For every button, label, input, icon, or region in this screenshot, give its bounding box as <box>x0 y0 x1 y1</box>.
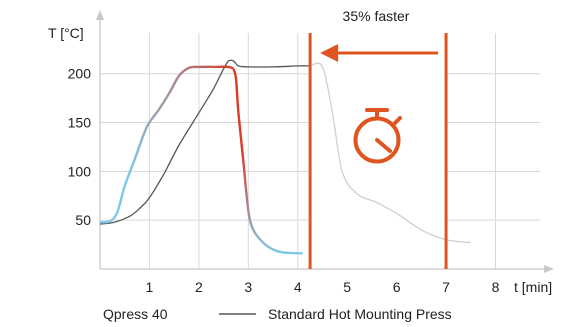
line-qpress-40-cooling <box>232 68 303 255</box>
faster-zone <box>308 33 448 269</box>
x-tick-label-6: 6 <box>393 279 401 295</box>
x-tick-label-1: 1 <box>146 279 154 295</box>
x-axis-arrow <box>544 265 554 273</box>
y-axis-title: T [°C] <box>48 25 84 41</box>
y-axis-arrow <box>96 10 104 20</box>
faster-zone-band <box>310 33 447 269</box>
series-lines <box>99 59 471 255</box>
x-tick-label-8: 8 <box>492 279 500 295</box>
line-qpress-40 <box>99 65 235 224</box>
x-tick-label-2: 2 <box>195 279 203 295</box>
y-tick-label-150: 150 <box>68 115 92 131</box>
x-tick-label-4: 4 <box>294 279 302 295</box>
line-standard-hot-mounting-press-tail <box>309 62 471 244</box>
x-tick-label-5: 5 <box>343 279 351 295</box>
axes <box>96 10 554 273</box>
legend: Qpress 40 Standard Hot Mounting Press <box>52 306 452 322</box>
faster-annotation: 35% faster <box>343 8 410 24</box>
stopwatch-icon <box>353 108 402 164</box>
x-tick-label-7: 7 <box>442 279 450 295</box>
tick-labels: 1 2 3 4 5 6 7 8 50 100 150 200 <box>68 66 500 295</box>
legend-label-standard: Standard Hot Mounting Press <box>268 306 452 322</box>
y-tick-label-50: 50 <box>75 212 91 228</box>
legend-label-qpress: Qpress 40 <box>103 306 168 322</box>
x-tick-label-3: 3 <box>244 279 252 295</box>
y-tick-label-100: 100 <box>68 163 92 179</box>
faster-arrow-head <box>320 44 339 62</box>
x-axis-title: t [min] <box>514 279 552 295</box>
y-tick-label-200: 200 <box>68 66 92 82</box>
line-standard-hot-mounting-press <box>99 59 311 225</box>
